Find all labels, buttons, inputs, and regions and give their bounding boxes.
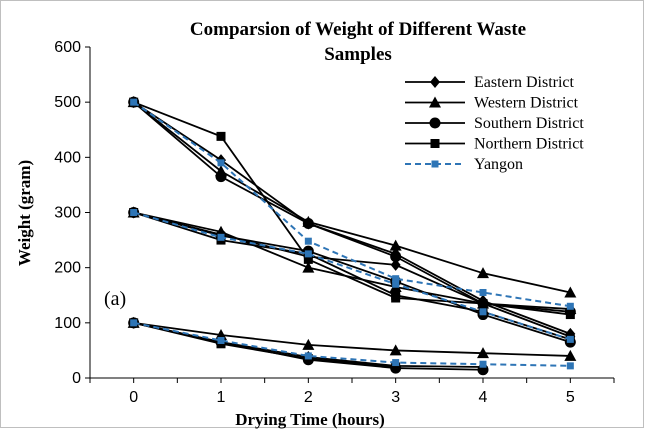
data-point: [302, 218, 314, 230]
chart-title-line-1: Comparsion of Weight of Different Waste: [190, 19, 526, 40]
legend-marker: [429, 96, 441, 108]
legend-label: Northern District: [474, 136, 584, 153]
data-point: [565, 310, 575, 320]
y-tick-label: 600: [54, 39, 81, 56]
chart-title-line-2: Samples: [324, 44, 392, 65]
legend-item: Western District: [405, 95, 579, 112]
legend-item: Eastern District: [405, 74, 575, 91]
data-point: [564, 349, 577, 361]
data-point: [302, 261, 315, 273]
data-point: [391, 290, 401, 300]
data-point: [392, 359, 400, 367]
data-point: [130, 209, 138, 216]
data-point: [389, 344, 402, 356]
x-tick-label: 5: [566, 389, 575, 406]
data-point: [303, 254, 313, 264]
y-tick-label: 400: [54, 149, 81, 166]
series-line: [133, 101, 571, 313]
legend-item: Yangon: [405, 156, 523, 173]
legend-marker: [431, 160, 439, 168]
data-point: [566, 302, 574, 310]
data-point: [302, 338, 315, 350]
data-point: [477, 267, 489, 279]
legend-marker: [430, 76, 440, 88]
x-tick-label: 2: [304, 389, 313, 406]
x-tick-label: 0: [129, 389, 138, 406]
panel-label: (a): [104, 288, 126, 310]
data-point: [566, 335, 574, 343]
data-point: [391, 362, 401, 372]
axes: 0 100 200 300 400 500 600 0 1 2 3 4 5: [54, 39, 615, 406]
data-point: [566, 362, 574, 370]
series-layer: [127, 96, 577, 376]
data-point: [304, 352, 312, 360]
data-point: [217, 336, 225, 344]
y-tick-label: 200: [54, 260, 81, 277]
series-line: [133, 321, 396, 368]
data-point: [389, 239, 402, 251]
y-tick-label: 300: [54, 205, 81, 222]
data-point: [479, 288, 487, 296]
series-line: [133, 101, 571, 294]
legend: Eastern District Western District Southern…: [405, 74, 584, 173]
x-tick-label: 3: [391, 389, 400, 406]
x-tick-label: 1: [217, 389, 226, 406]
legend-item: Northern District: [405, 136, 584, 153]
series-line: [133, 211, 571, 343]
legend-label: Yangon: [474, 156, 523, 173]
data-point: [217, 233, 225, 241]
data-point: [477, 347, 489, 359]
legend-label: Western District: [474, 95, 579, 112]
data-point: [479, 308, 487, 316]
series-line: [133, 211, 571, 341]
legend-marker: [429, 117, 441, 129]
legend-label: Southern District: [474, 115, 584, 132]
data-point: [392, 280, 400, 288]
series-line: [133, 321, 571, 357]
data-point: [478, 299, 488, 309]
data-point: [216, 131, 226, 141]
series-line: [133, 321, 571, 367]
series-line: [133, 101, 571, 308]
legend-item: Southern District: [405, 115, 584, 132]
y-tick-label: 500: [54, 94, 81, 111]
data-point: [130, 319, 138, 327]
y-tick-label: 0: [72, 370, 81, 387]
data-point: [215, 171, 227, 183]
x-axis-title: Drying Time (hours): [235, 410, 385, 429]
data-point: [392, 275, 400, 283]
data-point: [304, 250, 312, 258]
data-point: [217, 159, 225, 167]
data-point: [304, 237, 312, 245]
legend-label: Eastern District: [474, 74, 575, 91]
data-point: [479, 360, 487, 368]
series-yangon: [130, 98, 574, 370]
data-point: [390, 258, 401, 271]
series-line: [133, 211, 571, 341]
y-axis-title: Weight (gram): [15, 160, 34, 266]
legend-marker: [430, 139, 440, 148]
data-point: [130, 98, 138, 106]
series-line: [133, 101, 571, 316]
y-tick-label: 100: [54, 315, 81, 332]
series-line: [133, 101, 571, 335]
data-point: [564, 286, 577, 298]
x-tick-label: 4: [479, 389, 488, 406]
data-point: [390, 251, 402, 263]
